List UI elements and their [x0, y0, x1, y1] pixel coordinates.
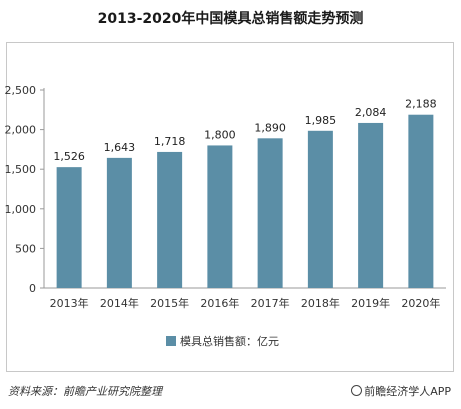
brand-logo-icon: [351, 385, 363, 396]
bar: [257, 138, 283, 288]
y-tick-label: 1,000: [5, 203, 37, 216]
data-label: 1,800: [204, 128, 236, 141]
data-label: 1,643: [104, 141, 136, 154]
x-tick-label: 2020年: [401, 296, 440, 310]
y-tick-label: 500: [15, 242, 36, 255]
data-label: 2,084: [355, 106, 387, 119]
bar: [207, 145, 233, 288]
bar: [408, 114, 434, 288]
brand-credit: 前瞻经济学人APP: [351, 383, 451, 399]
chart-frame: [6, 42, 454, 372]
source-note: 资料来源：前瞻产业研究院整理: [8, 385, 162, 398]
bar: [307, 130, 333, 288]
bar: [157, 151, 183, 288]
x-tick-label: 2013年: [50, 296, 89, 310]
data-label: 1,718: [154, 135, 186, 148]
y-tick-label: 2,000: [5, 124, 37, 137]
data-label: 2,188: [405, 98, 437, 111]
x-tick-label: 2017年: [251, 296, 290, 310]
data-label: 1,526: [53, 150, 85, 163]
x-tick-label: 2016年: [200, 296, 239, 310]
bar: [56, 167, 82, 288]
legend-swatch: [166, 336, 176, 346]
y-tick-label: 1,500: [5, 163, 37, 176]
chart-title: 2013-2020年中国模具总销售额走势预测: [97, 11, 364, 27]
x-tick-label: 2019年: [351, 296, 390, 310]
bar: [358, 122, 384, 288]
x-tick-label: 2015年: [150, 296, 189, 310]
x-tick-label: 2014年: [100, 296, 139, 310]
brand-name: 前瞻经济学人APP: [364, 385, 451, 398]
y-tick-label: 0: [29, 282, 36, 295]
legend-label: 模具总销售额：亿元: [180, 334, 279, 348]
y-tick-label: 2,500: [5, 84, 37, 97]
data-label: 1,890: [254, 121, 286, 134]
x-tick-label: 2018年: [301, 296, 340, 310]
bar: [106, 157, 132, 288]
data-label: 1,985: [305, 114, 337, 127]
